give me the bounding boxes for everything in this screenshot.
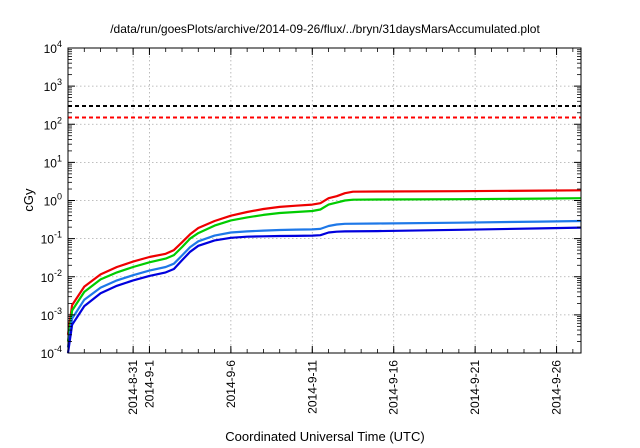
x-tick-label: 2014-8-31 xyxy=(126,360,140,415)
x-tick-label: 2014-9-21 xyxy=(468,360,482,415)
axis-ticks xyxy=(68,47,581,354)
x-tick-label: 2014-9-1 xyxy=(142,360,156,408)
y-axis-label: cGy xyxy=(21,188,36,212)
y-tick-label: 10-2 xyxy=(41,268,62,285)
y-tick-label: 10-3 xyxy=(41,306,62,323)
series-line xyxy=(66,219,582,348)
x-tick-label: 2014-9-11 xyxy=(305,360,319,414)
x-tick-label: 2014-9-26 xyxy=(550,360,564,415)
y-tick-labels: 10-4 10-3 10-2 10-1 100 101 102 103 104 xyxy=(41,39,62,361)
x-tick-label: 2014-9-6 xyxy=(224,360,238,408)
y-tick-label: 100 xyxy=(44,192,62,209)
y-tick-label: 10-1 xyxy=(41,230,62,247)
x-axis-label: Coordinated Universal Time (UTC) xyxy=(225,429,424,444)
x-tick-label: 2014-9-16 xyxy=(387,360,401,415)
series-line xyxy=(66,197,582,342)
chart-title: /data/run/goesPlots/archive/2014-09-26/f… xyxy=(110,22,540,36)
y-tick-label: 102 xyxy=(44,115,62,132)
series-line xyxy=(66,189,582,335)
series-line xyxy=(66,226,582,354)
x-tick-labels: 2014-8-31 2014-9-1 2014-9-6 2014-9-11 2014-9… xyxy=(126,360,563,415)
y-tick-label: 10-4 xyxy=(41,344,62,361)
y-tick-label: 101 xyxy=(44,153,62,170)
series-group xyxy=(66,189,582,354)
y-tick-label: 103 xyxy=(44,77,62,94)
y-tick-label: 104 xyxy=(44,39,62,56)
reference-lines xyxy=(68,105,581,119)
